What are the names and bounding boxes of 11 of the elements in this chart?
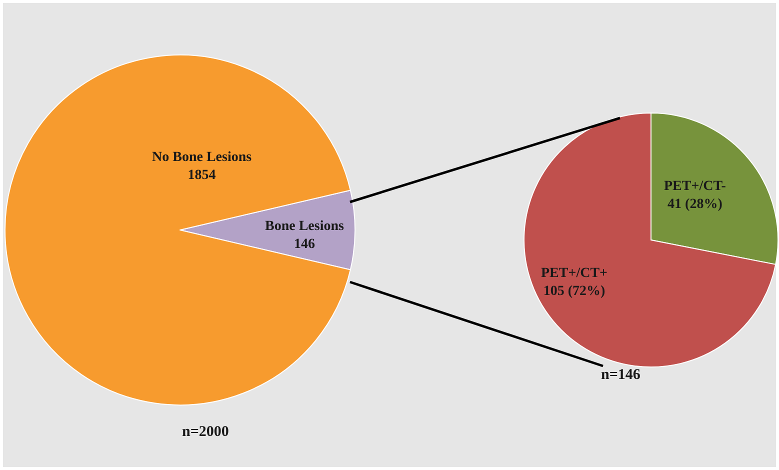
slice-label: PET+/CT- xyxy=(664,179,726,194)
data-label: 105 (72%) xyxy=(543,284,606,300)
data-label: 146 xyxy=(294,237,315,252)
data-label: 1854 xyxy=(188,168,216,184)
slice-label: Bone Lesions xyxy=(265,219,345,234)
slice-label: PET+/CT+ xyxy=(541,266,608,281)
text: n=146 xyxy=(601,367,641,383)
text: n=2000 xyxy=(182,424,229,440)
pie-slice xyxy=(524,112,776,368)
slice-label: No Bone Lesions xyxy=(152,150,252,165)
data-label: 41 (28%) xyxy=(668,197,723,212)
